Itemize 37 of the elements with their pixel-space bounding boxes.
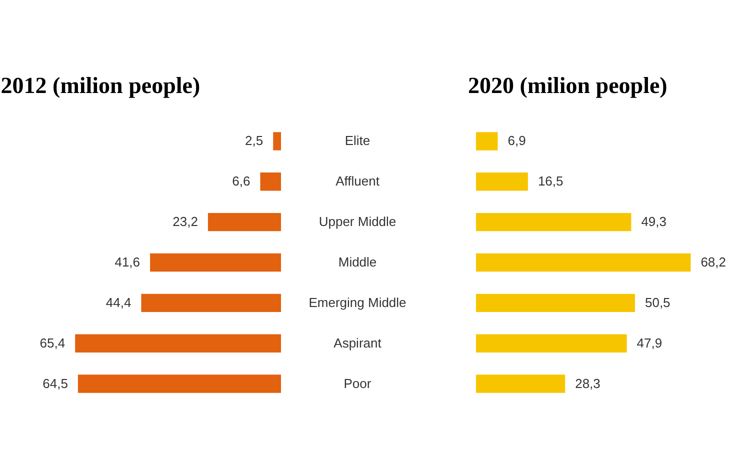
y-tick-label: Upper Middle xyxy=(318,214,396,230)
y-tick-label: Poor xyxy=(344,376,372,391)
data-label: 41,6 xyxy=(114,254,140,270)
y-tick-label: Affluent xyxy=(336,174,380,189)
data-label: 68,2 xyxy=(700,254,726,270)
y-tick-label: Aspirant xyxy=(334,335,382,350)
y-tick-label: Middle xyxy=(338,254,377,270)
chart-title: 2012 (milion people) xyxy=(0,73,200,98)
bar xyxy=(476,132,498,150)
bar xyxy=(476,172,528,191)
bar xyxy=(208,212,281,232)
data-label: 28,3 xyxy=(575,376,600,391)
bar xyxy=(150,253,281,272)
data-label: 6,9 xyxy=(508,133,526,148)
data-label: 23,2 xyxy=(172,214,198,230)
y-tick-label: Emerging Middle xyxy=(308,294,406,310)
bar xyxy=(75,334,281,352)
bar xyxy=(78,374,281,393)
data-label: 47,9 xyxy=(636,335,662,350)
data-label: 65,4 xyxy=(40,335,66,350)
y-tick-label: Elite xyxy=(344,133,370,148)
bar xyxy=(260,172,281,191)
bar xyxy=(476,212,632,232)
data-label: 2,5 xyxy=(245,133,264,148)
data-label: 44,4 xyxy=(106,294,132,310)
data-label: 50,5 xyxy=(644,294,670,310)
bar xyxy=(476,294,635,312)
data-label: 6,6 xyxy=(232,174,250,189)
bar xyxy=(476,253,691,272)
bar xyxy=(476,374,566,393)
bar xyxy=(141,294,281,312)
data-label: 16,5 xyxy=(538,174,564,189)
data-label: 64,5 xyxy=(42,376,68,391)
data-label: 49,3 xyxy=(641,214,667,230)
chart-title: 2020 (milion people) xyxy=(468,73,668,98)
bar xyxy=(273,132,281,150)
bar xyxy=(476,334,627,352)
